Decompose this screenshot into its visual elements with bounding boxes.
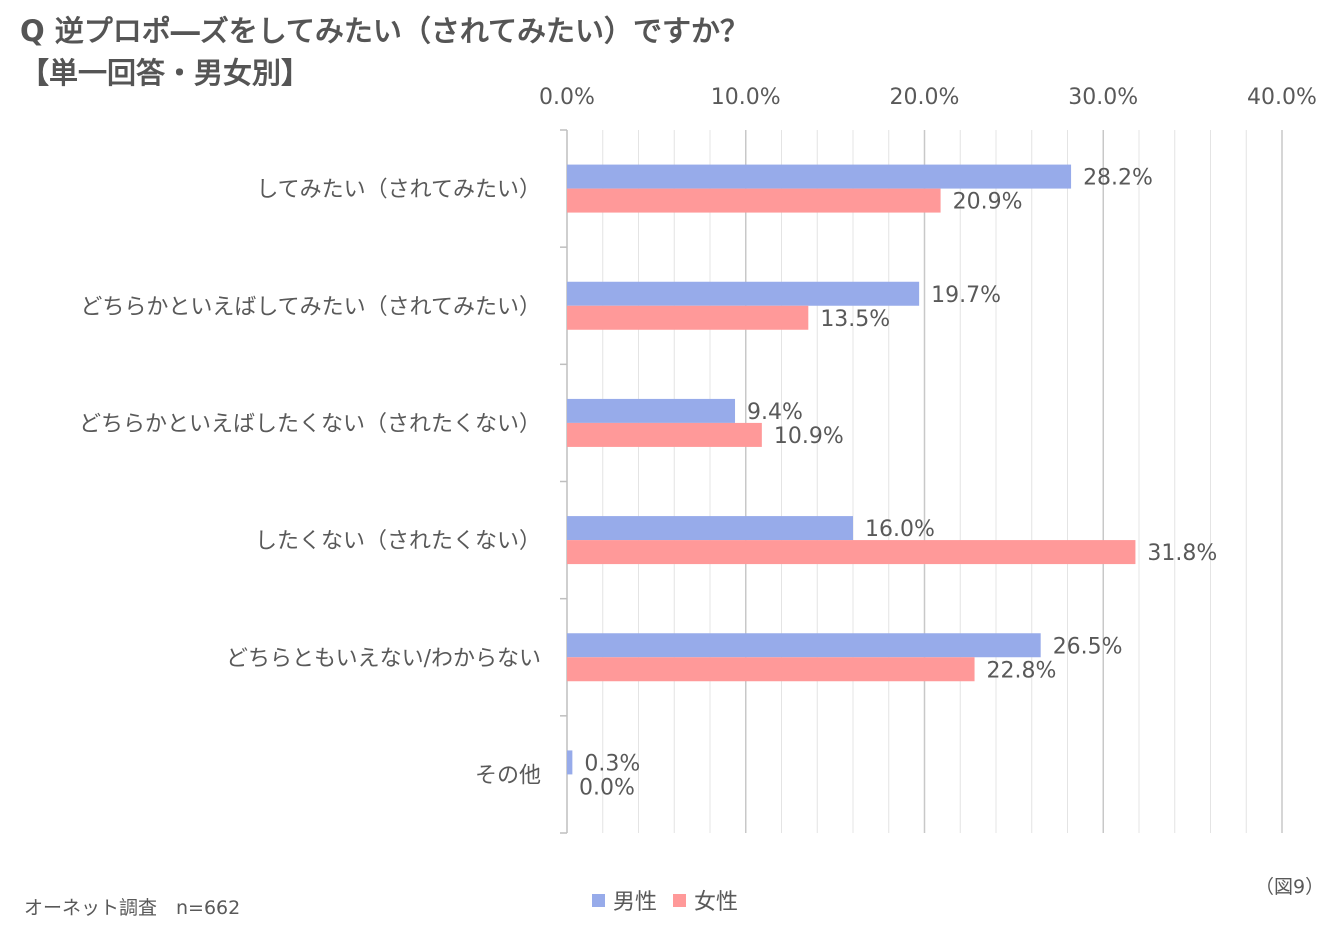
data-label-female: 0.0% — [579, 775, 635, 800]
chart-title-line2: 【単一回答・男女別】 — [20, 56, 311, 90]
legend-item-male: 男性 — [592, 884, 657, 916]
data-label-female: 31.8% — [1147, 541, 1217, 566]
bar-male — [567, 281, 920, 306]
data-label-male: 26.5% — [1053, 634, 1123, 659]
category-label: その他 — [475, 763, 541, 788]
bar-male — [567, 398, 736, 423]
chart-title: Q 逆プロポ―ズをしてみたい（されてみたい）ですか？ 【単一回答・男女別】 — [20, 10, 749, 94]
legend-swatch-male — [592, 893, 605, 907]
x-tick-label: 30.0% — [1068, 85, 1138, 110]
category-label: どちらともいえない/わからない — [226, 646, 541, 671]
x-tick-label: 40.0% — [1247, 85, 1317, 110]
data-label-female: 20.9% — [953, 190, 1023, 215]
category-label: どちらかといえばしてみたい（されてみたい） — [80, 295, 541, 320]
bar-male — [567, 164, 1072, 189]
bar-female — [567, 188, 941, 213]
category-label: どちらかといえばしたくない（されたくない） — [79, 412, 541, 437]
bar-male — [567, 633, 1041, 658]
data-label-male: 28.2% — [1083, 166, 1153, 191]
legend-label-female: 女性 — [694, 890, 739, 915]
source-note: オーネット調査 n=662 — [24, 897, 241, 919]
chart-legend: 男性 女性 — [592, 884, 754, 916]
data-label-female: 13.5% — [820, 307, 890, 332]
bar-male — [567, 516, 853, 541]
legend-label-male: 男性 — [613, 890, 658, 915]
bar-female — [567, 657, 975, 682]
category-label: したくない（されたくない） — [255, 529, 541, 554]
bar-male — [567, 750, 573, 775]
data-label-female: 22.8% — [987, 658, 1057, 683]
bar-female — [567, 422, 762, 447]
data-label-female: 10.9% — [774, 424, 844, 449]
category-label: してみたい（されてみたい） — [256, 178, 541, 203]
x-tick-label: 0.0% — [539, 85, 595, 110]
legend-item-female: 女性 — [673, 884, 738, 916]
figure-number: （図9） — [1255, 876, 1325, 898]
chart-title-line1: Q 逆プロポ―ズをしてみたい（されてみたい）ですか？ — [20, 14, 750, 48]
bar-female — [567, 540, 1136, 565]
bar-female — [567, 305, 809, 330]
x-tick-label: 10.0% — [711, 85, 781, 110]
legend-swatch-female — [673, 893, 687, 907]
data-label-male: 9.4% — [747, 400, 803, 425]
x-tick-label: 20.0% — [890, 85, 960, 110]
data-label-male: 0.3% — [584, 751, 640, 776]
data-label-male: 16.0% — [865, 517, 935, 542]
data-label-male: 19.7% — [931, 283, 1001, 308]
